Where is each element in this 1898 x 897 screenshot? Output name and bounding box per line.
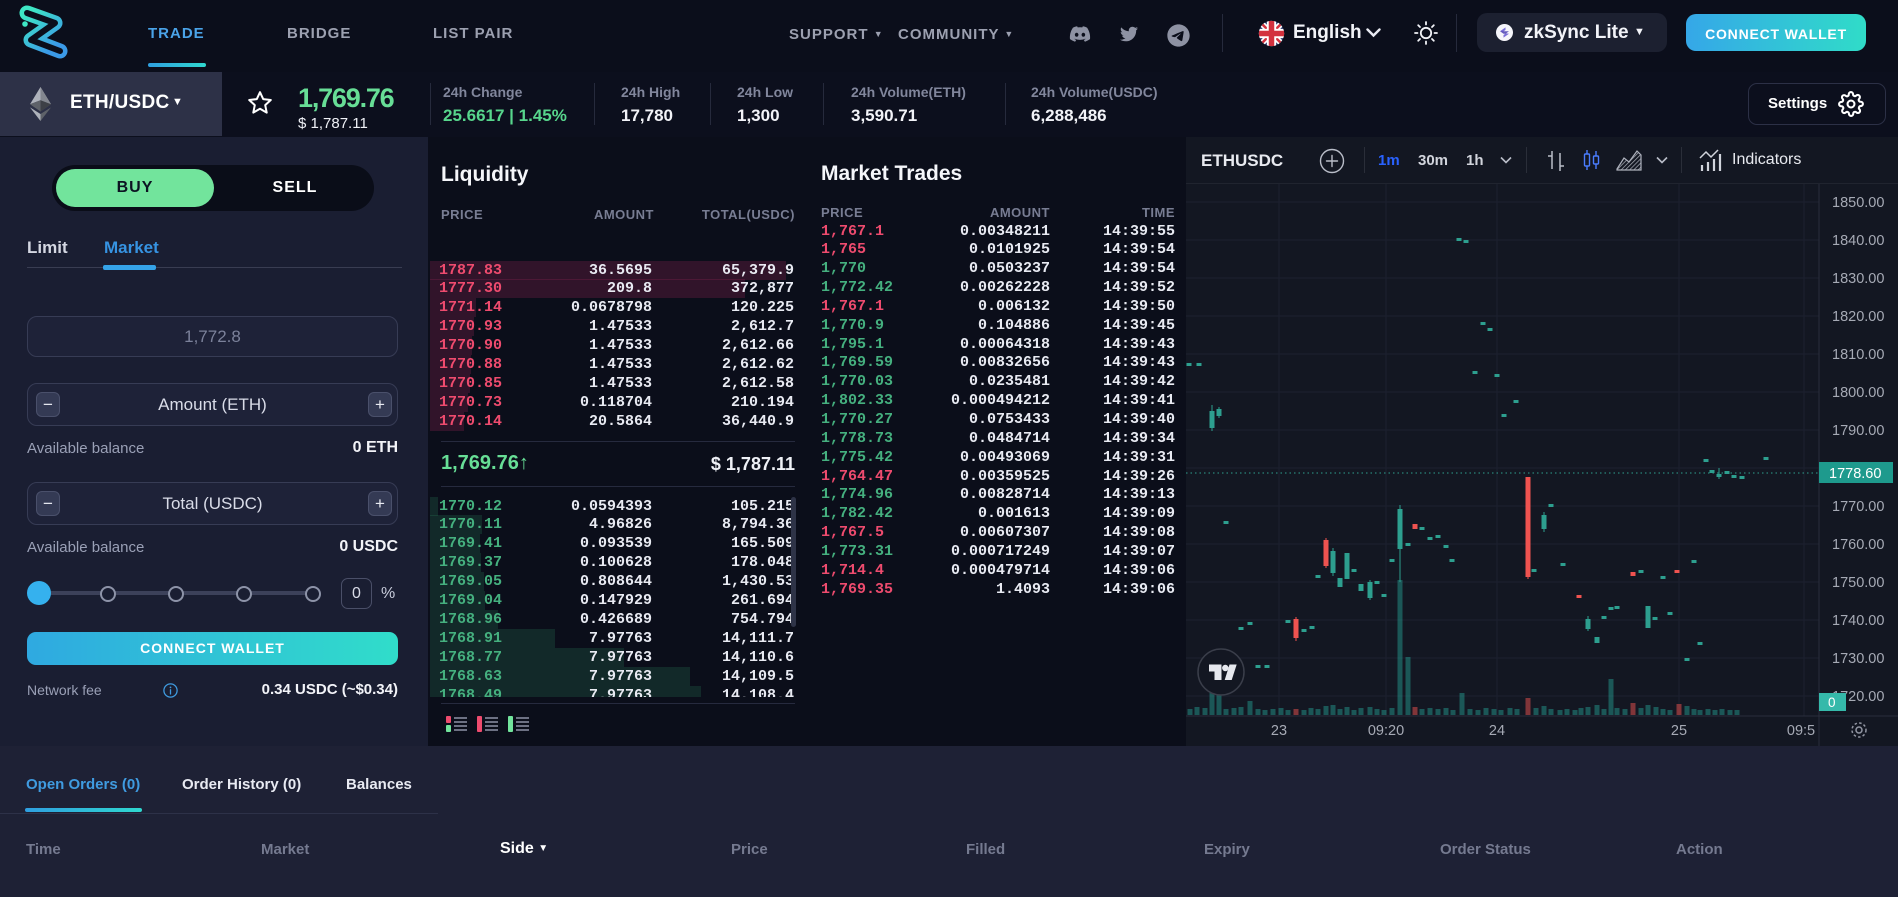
svg-text:23: 23 (1271, 723, 1287, 739)
svg-text:0: 0 (1828, 695, 1836, 710)
svg-text:1770.00: 1770.00 (1832, 499, 1884, 515)
svg-text:1800.00: 1800.00 (1832, 385, 1884, 401)
svg-text:09:20: 09:20 (1368, 723, 1404, 739)
svg-text:1820.00: 1820.00 (1832, 309, 1884, 325)
svg-text:1730.00: 1730.00 (1832, 651, 1884, 667)
svg-text:1778.60: 1778.60 (1829, 466, 1881, 482)
svg-text:1760.00: 1760.00 (1832, 537, 1884, 553)
svg-text:1750.00: 1750.00 (1832, 575, 1884, 591)
svg-text:09:5: 09:5 (1787, 723, 1815, 739)
svg-text:1840.00: 1840.00 (1832, 233, 1884, 249)
svg-text:24: 24 (1489, 723, 1505, 739)
svg-text:25: 25 (1671, 723, 1687, 739)
svg-text:1810.00: 1810.00 (1832, 347, 1884, 363)
svg-text:1740.00: 1740.00 (1832, 613, 1884, 629)
svg-text:1830.00: 1830.00 (1832, 271, 1884, 287)
svg-text:1850.00: 1850.00 (1832, 195, 1884, 211)
svg-text:1790.00: 1790.00 (1832, 423, 1884, 439)
